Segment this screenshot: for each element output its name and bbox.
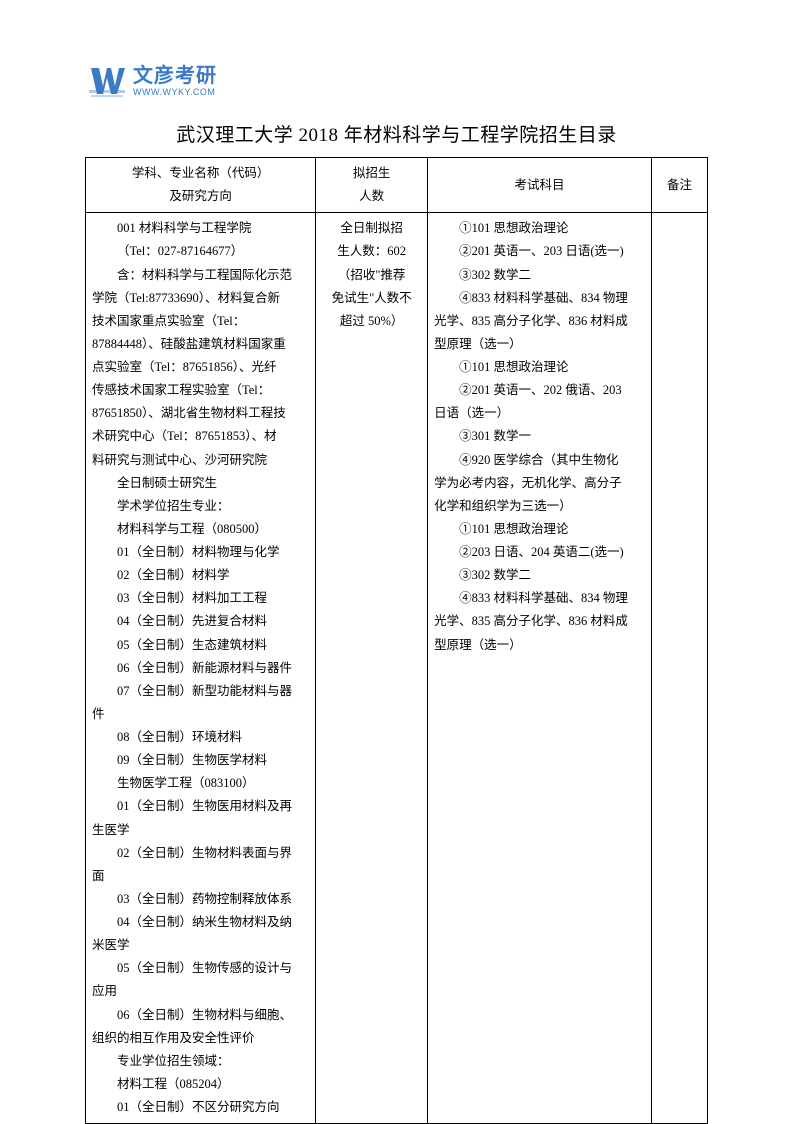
cell-line: 05（全日制）生物传感的设计与 — [92, 957, 309, 980]
cell-line: 专业学位招生领域： — [92, 1050, 309, 1073]
header-c2a: 拟招生 — [318, 162, 425, 185]
cell-line: 化学和组织学为三选一） — [434, 495, 645, 518]
header-col4: 备注 — [652, 158, 708, 213]
cell-line: ③301 数学一 — [434, 425, 645, 448]
body-col1: 001 材料科学与工程学院（Tel：027-87164677）含：材料科学与工程… — [86, 213, 316, 1124]
cell-line: 87651850）、湖北省生物材料工程技 — [92, 402, 309, 425]
cell-line: 含：材料科学与工程国际化示范 — [92, 264, 309, 287]
cell-line: 02（全日制）材料学 — [92, 564, 309, 587]
cell-line: ②201 英语一、202 俄语、203 — [434, 379, 645, 402]
cell-line: 08（全日制）环境材料 — [92, 726, 309, 749]
cell-line: ③302 数学二 — [434, 264, 645, 287]
body-col2: 全日制拟招生人数：602（招收"推荐免试生"人数不超过 50%） — [316, 213, 428, 1124]
cell-line: 03（全日制）药物控制释放体系 — [92, 888, 309, 911]
cell-line: 传感技术国家工程实验室（Tel： — [92, 379, 309, 402]
cell-line: ④833 材料科学基础、834 物理 — [434, 287, 645, 310]
cell-line: 点实验室（Tel：87651856）、光纤 — [92, 356, 309, 379]
cell-line: 06（全日制）生物材料与细胞、 — [92, 1004, 309, 1027]
cell-line: ④920 医学综合（其中生物化 — [434, 449, 645, 472]
cell-line: 超过 50%） — [322, 310, 421, 333]
cell-line: ①101 思想政治理论 — [434, 518, 645, 541]
cell-line: 09（全日制）生物医学材料 — [92, 749, 309, 772]
header-col2: 拟招生 人数 — [316, 158, 428, 213]
cell-line: 免试生"人数不 — [322, 287, 421, 310]
cell-line: （招收"推荐 — [322, 264, 421, 287]
cell-line: 04（全日制）纳米生物材料及纳 — [92, 911, 309, 934]
header-col1: 学科、专业名称（代码） 及研究方向 — [86, 158, 316, 213]
cell-line: 01（全日制）生物医用材料及再 — [92, 795, 309, 818]
cell-line: 生医学 — [92, 819, 309, 842]
cell-line: 全日制拟招 — [322, 217, 421, 240]
cell-line: 光学、835 高分子化学、836 材料成 — [434, 310, 645, 333]
logo-url: WWW.WYKY.COM — [133, 88, 217, 97]
cell-line: ④833 材料科学基础、834 物理 — [434, 587, 645, 610]
cell-line: 料研究与测试中心、沙河研究院 — [92, 449, 309, 472]
page-title: 武汉理工大学 2018 年材料科学与工程学院招生目录 — [85, 120, 708, 147]
cell-line: 术研究中心（Tel：87651853）、材 — [92, 425, 309, 448]
cell-line: 06（全日制）新能源材料与器件 — [92, 657, 309, 680]
logo-area: 文彦考研 WWW.WYKY.COM — [85, 60, 708, 102]
cell-line: （Tel：027-87164677） — [92, 240, 309, 263]
table-body-row: 001 材料科学与工程学院（Tel：027-87164677）含：材料科学与工程… — [86, 213, 708, 1124]
cell-line: ①101 思想政治理论 — [434, 217, 645, 240]
logo-cn: 文彦考研 — [133, 66, 217, 86]
cell-line: 材料工程（085204） — [92, 1073, 309, 1096]
cell-line: ②201 英语一、203 日语(选一) — [434, 240, 645, 263]
body-col3: ①101 思想政治理论②201 英语一、203 日语(选一)③302 数学二④8… — [428, 213, 652, 1124]
cell-line: 87884448）、硅酸盐建筑材料国家重 — [92, 333, 309, 356]
cell-line: 全日制硕士研究生 — [92, 472, 309, 495]
header-c2b: 人数 — [318, 185, 425, 208]
cell-line: ②203 日语、204 英语二(选一) — [434, 541, 645, 564]
cell-line: 型原理（选一） — [434, 634, 645, 657]
cell-line: 应用 — [92, 980, 309, 1003]
table-header-row: 学科、专业名称（代码） 及研究方向 拟招生 人数 考试科目 备注 — [86, 158, 708, 213]
cell-line: 型原理（选一） — [434, 333, 645, 356]
cell-line: 米医学 — [92, 934, 309, 957]
cell-line: 05（全日制）生态建筑材料 — [92, 634, 309, 657]
header-c1a: 学科、专业名称（代码） — [88, 162, 313, 185]
cell-line: 日语（选一） — [434, 402, 645, 425]
cell-line: 件 — [92, 703, 309, 726]
cell-line: 04（全日制）先进复合材料 — [92, 610, 309, 633]
cell-line: 03（全日制）材料加工工程 — [92, 587, 309, 610]
cell-line: 01（全日制）不区分研究方向 — [92, 1096, 309, 1119]
cell-line: 生人数：602 — [322, 240, 421, 263]
cell-line: ③302 数学二 — [434, 564, 645, 587]
cell-line: 001 材料科学与工程学院 — [92, 217, 309, 240]
cell-line: 光学、835 高分子化学、836 材料成 — [434, 610, 645, 633]
cell-line: 组织的相互作用及安全性评价 — [92, 1027, 309, 1050]
header-col3: 考试科目 — [428, 158, 652, 213]
cell-line: 02（全日制）生物材料表面与界 — [92, 842, 309, 865]
admissions-table: 学科、专业名称（代码） 及研究方向 拟招生 人数 考试科目 备注 001 材料科… — [85, 157, 708, 1124]
cell-line: 学术学位招生专业： — [92, 495, 309, 518]
cell-line: 生物医学工程（083100） — [92, 772, 309, 795]
body-col4 — [652, 213, 708, 1124]
logo-icon — [85, 60, 127, 102]
cell-line: 技术国家重点实验室（Tel： — [92, 310, 309, 333]
cell-line: ①101 思想政治理论 — [434, 356, 645, 379]
logo-text: 文彦考研 WWW.WYKY.COM — [133, 66, 217, 97]
cell-line: 07（全日制）新型功能材料与器 — [92, 680, 309, 703]
cell-line: 01（全日制）材料物理与化学 — [92, 541, 309, 564]
cell-line: 材料科学与工程（080500） — [92, 518, 309, 541]
cell-line: 学为必考内容，无机化学、高分子 — [434, 472, 645, 495]
header-c1b: 及研究方向 — [88, 185, 313, 208]
cell-line: 面 — [92, 865, 309, 888]
cell-line: 学院（Tel:87733690）、材料复合新 — [92, 287, 309, 310]
